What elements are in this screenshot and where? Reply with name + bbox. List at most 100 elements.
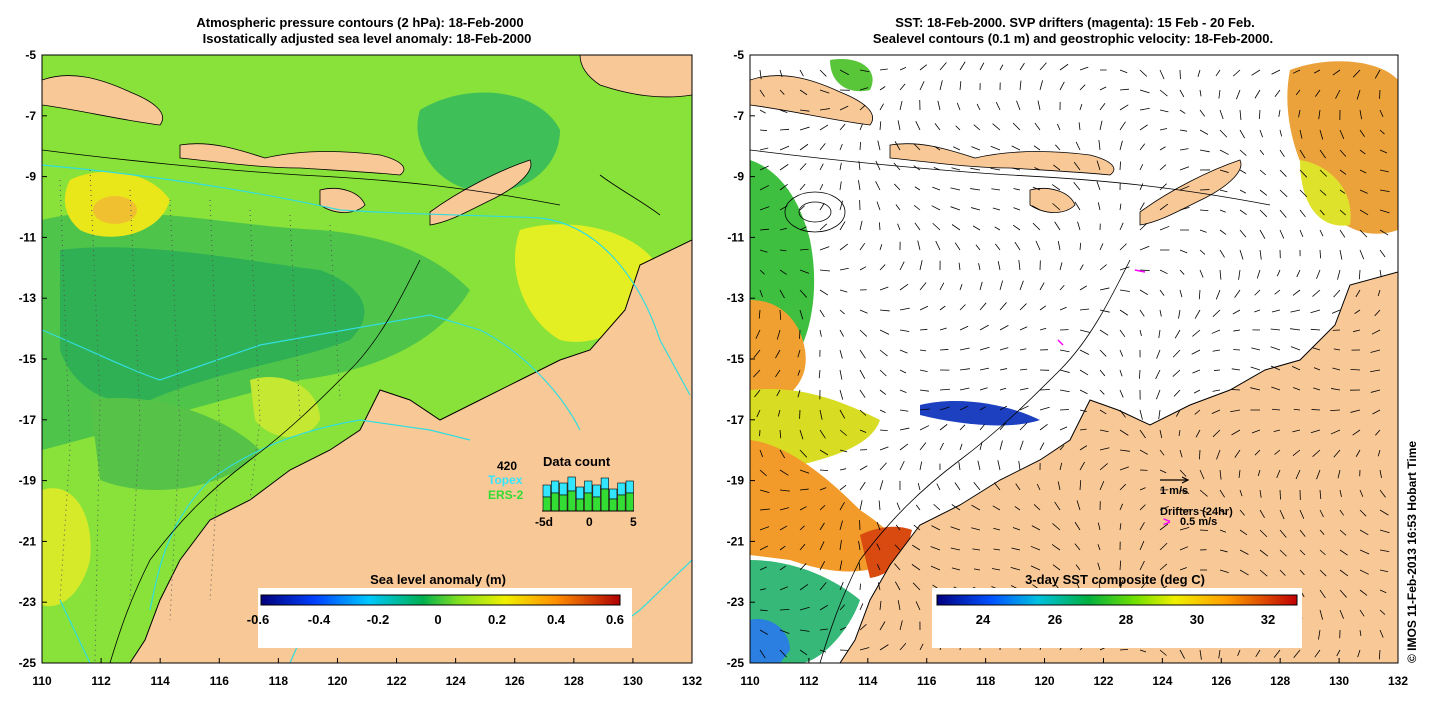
velocity-arrow [1359, 249, 1365, 260]
velocity-arrow [1379, 609, 1386, 615]
velocity-arrow [799, 163, 807, 171]
velocity-arrow [959, 347, 970, 351]
velocity-arrow [1339, 589, 1347, 598]
velocity-arrow [1255, 649, 1261, 658]
velocity-arrow [839, 243, 849, 251]
velocity-arrow [1353, 329, 1361, 333]
velocity-arrow [979, 424, 985, 431]
velocity-arrow [1339, 129, 1345, 140]
velocity-arrow [1259, 169, 1266, 176]
velocity-arrow [1054, 501, 1061, 511]
velocity-arrow [999, 422, 1007, 431]
velocity-arrow [1199, 509, 1209, 514]
velocity-arrow [799, 309, 804, 320]
velocity-arrow [1274, 89, 1281, 97]
velocity-arrow [779, 89, 785, 95]
velocity-arrow [993, 482, 1001, 491]
velocity-arrow [1199, 269, 1204, 278]
velocity-arrow [879, 349, 888, 357]
velocity-arrow [995, 101, 1001, 111]
velocity-arrow [1359, 629, 1362, 637]
velocity-arrow [1251, 429, 1261, 434]
velocity-arrow [1096, 160, 1101, 171]
velocity-arrow [759, 469, 767, 477]
velocity-arrow [1295, 469, 1301, 480]
left-colorbar-tick-7: 0.6 [606, 612, 624, 627]
velocity-arrow [1239, 189, 1247, 194]
right-colorbar-tick-5: 32 [1261, 612, 1275, 627]
velocity-arrow [1199, 469, 1205, 480]
velocity-arrow [899, 349, 908, 354]
velocity-arrow [1192, 369, 1201, 374]
velocity-arrow [839, 627, 847, 631]
velocity-arrow [1059, 369, 1070, 373]
velocity-arrow [1350, 409, 1361, 413]
velocity-arrow [819, 487, 827, 491]
velocity-arrow [1179, 185, 1190, 191]
velocity-arrow [1159, 69, 1165, 80]
velocity-arrow [759, 566, 767, 571]
velocity-arrow [1256, 269, 1261, 279]
velocity-arrow [839, 162, 842, 171]
velocity-arrow [1099, 369, 1106, 377]
velocity-arrow [973, 124, 981, 131]
velocity-arrow [1139, 487, 1146, 491]
velocity-arrow [992, 207, 1001, 211]
velocity-arrow [819, 561, 826, 571]
velocity-arrow [859, 104, 866, 111]
velocity-arrow [1290, 328, 1301, 331]
velocity-arrow [1251, 347, 1261, 351]
velocity-arrow [819, 628, 828, 631]
velocity-arrow [1333, 348, 1341, 351]
velocity-arrow [1379, 469, 1382, 478]
velocity-arrow [859, 500, 863, 511]
right-colorbar-tick-4: 30 [1190, 612, 1204, 627]
velocity-arrow [799, 506, 807, 511]
velocity-arrow [1193, 389, 1201, 394]
velocity-arrow [1352, 429, 1361, 436]
velocity-arrow [1159, 128, 1168, 131]
right-x-tick-label: 128 [1270, 674, 1290, 688]
velocity-arrow [1274, 289, 1281, 295]
velocity-arrow [799, 563, 807, 571]
velocity-arrow [1319, 609, 1324, 620]
data-count-bar-ers2 [584, 492, 593, 512]
velocity-arrow [931, 205, 941, 211]
velocity-arrow [1139, 369, 1141, 379]
velocity-arrow [1099, 103, 1106, 111]
velocity-arrow [1276, 269, 1281, 277]
velocity-arrow [919, 64, 928, 71]
velocity-arrow [839, 409, 846, 419]
velocity-arrow [879, 244, 883, 251]
velocity-arrow [1079, 264, 1084, 271]
velocity-arrow [1199, 209, 1209, 212]
data-count-inset: Data count 420 Topex ERS-2 -5d 0 5 [488, 454, 637, 529]
velocity-arrow [1199, 249, 1206, 255]
velocity-arrow [1359, 209, 1369, 216]
velocity-arrow [1074, 201, 1081, 211]
velocity-arrow [1219, 269, 1222, 280]
velocity-arrow [759, 185, 770, 191]
velocity-arrow [1179, 249, 1188, 254]
velocity-arrow [1019, 422, 1028, 431]
velocity-arrow [1099, 447, 1110, 451]
data-count-bar-topex [559, 482, 568, 496]
velocity-arrow [979, 302, 987, 311]
velocity-arrow [894, 581, 901, 591]
velocity-arrow [1259, 509, 1265, 519]
velocity-arrow [1379, 169, 1389, 173]
right-colorbar-title: 3-day SST composite (deg C) [1025, 572, 1205, 587]
velocity-arrow [1030, 565, 1041, 571]
left-title-line2: Isostatically adjusted sea level anomaly… [203, 31, 532, 46]
velocity-arrow [971, 527, 981, 531]
right-java-island [750, 75, 873, 126]
velocity-arrow [799, 143, 809, 151]
velocity-arrow [1039, 424, 1048, 431]
velocity-arrow [758, 309, 761, 319]
velocity-arrow [1239, 149, 1247, 156]
velocity-arrow [799, 629, 810, 632]
velocity-arrow [1074, 521, 1081, 531]
left-x-tick-label: 130 [623, 674, 643, 688]
velocity-arrow [919, 389, 929, 392]
velocity-arrow [859, 266, 867, 271]
